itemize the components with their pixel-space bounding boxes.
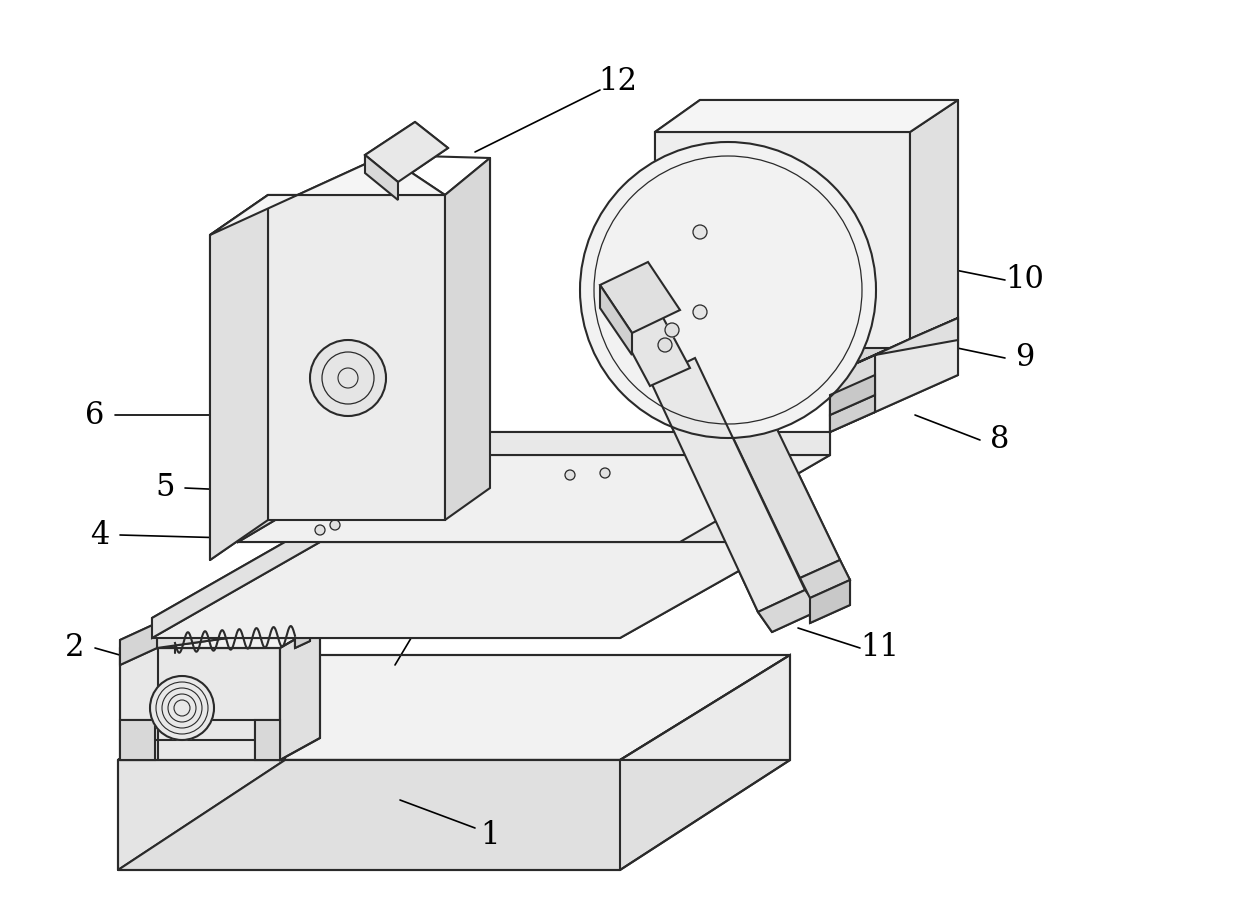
Polygon shape	[810, 580, 849, 623]
Polygon shape	[655, 132, 910, 378]
Text: 1: 1	[480, 820, 500, 851]
Text: 10: 10	[1006, 265, 1044, 296]
Polygon shape	[370, 432, 396, 455]
Polygon shape	[295, 620, 310, 648]
Polygon shape	[365, 155, 398, 200]
Text: 12: 12	[599, 66, 637, 97]
Polygon shape	[830, 318, 959, 375]
Polygon shape	[320, 522, 790, 542]
Circle shape	[580, 142, 875, 438]
Polygon shape	[268, 195, 445, 520]
Circle shape	[310, 340, 386, 416]
Circle shape	[565, 470, 575, 480]
Polygon shape	[830, 395, 875, 432]
Polygon shape	[384, 432, 830, 455]
Text: 6: 6	[86, 399, 104, 430]
Circle shape	[658, 338, 672, 352]
Text: 2: 2	[66, 632, 84, 663]
Polygon shape	[153, 522, 320, 638]
Polygon shape	[153, 542, 790, 638]
Polygon shape	[210, 155, 445, 235]
Polygon shape	[445, 158, 490, 520]
Text: 8: 8	[991, 424, 1009, 456]
Polygon shape	[875, 318, 959, 355]
Text: 5: 5	[155, 472, 175, 503]
Polygon shape	[255, 720, 280, 760]
Circle shape	[330, 520, 340, 530]
Polygon shape	[285, 655, 790, 760]
Polygon shape	[118, 655, 285, 870]
Polygon shape	[830, 355, 875, 432]
Polygon shape	[157, 600, 320, 648]
Polygon shape	[800, 560, 849, 598]
Polygon shape	[600, 285, 632, 355]
Polygon shape	[620, 312, 689, 386]
Circle shape	[315, 525, 325, 535]
Polygon shape	[280, 625, 320, 760]
Circle shape	[150, 676, 215, 740]
Circle shape	[665, 323, 680, 337]
Circle shape	[600, 468, 610, 478]
Polygon shape	[238, 455, 830, 542]
Text: 3: 3	[425, 590, 445, 621]
Polygon shape	[210, 195, 268, 560]
Polygon shape	[118, 760, 790, 870]
Polygon shape	[120, 720, 155, 760]
Polygon shape	[120, 648, 280, 760]
Polygon shape	[655, 348, 959, 378]
Text: 11: 11	[861, 632, 899, 663]
Polygon shape	[830, 375, 875, 415]
Circle shape	[693, 305, 707, 319]
Polygon shape	[655, 100, 959, 132]
Circle shape	[693, 225, 707, 239]
Text: 4: 4	[91, 520, 109, 551]
Polygon shape	[120, 625, 320, 648]
Polygon shape	[758, 590, 820, 632]
Polygon shape	[238, 432, 384, 542]
Polygon shape	[118, 655, 790, 760]
Polygon shape	[875, 318, 959, 412]
Polygon shape	[694, 342, 839, 578]
Polygon shape	[910, 100, 959, 378]
Polygon shape	[600, 262, 680, 333]
Polygon shape	[120, 623, 157, 665]
Polygon shape	[650, 358, 805, 612]
Polygon shape	[365, 122, 448, 182]
Text: 9: 9	[1016, 342, 1034, 373]
